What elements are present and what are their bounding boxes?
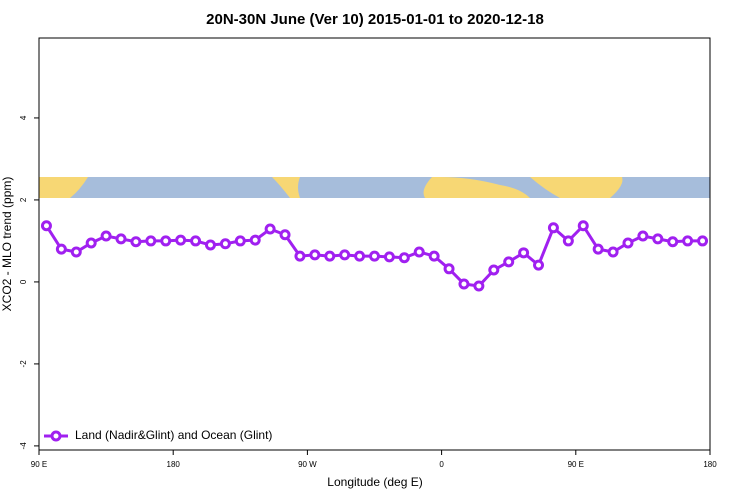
x-axis-label: Longitude (deg E) xyxy=(327,475,422,489)
data-point xyxy=(354,250,366,262)
data-point xyxy=(204,239,216,251)
x-tick-label: 180 xyxy=(703,460,717,469)
data-point xyxy=(637,230,649,242)
data-point xyxy=(652,233,664,245)
data-point xyxy=(234,235,246,247)
x-tick-label: 0 xyxy=(439,460,444,469)
data-point xyxy=(294,250,306,262)
data-point xyxy=(100,230,112,242)
data-point xyxy=(145,235,157,247)
data-point xyxy=(607,246,619,258)
y-axis-label: XCO2 - MLO trend (ppm) xyxy=(0,177,14,312)
data-point xyxy=(428,250,440,262)
data-point xyxy=(264,223,276,235)
data-point xyxy=(70,246,82,258)
data-point xyxy=(518,247,530,259)
y-tick-label: 4 xyxy=(19,115,28,120)
data-point xyxy=(279,229,291,241)
data-point xyxy=(324,250,336,262)
y-tick-label: -2 xyxy=(19,360,28,368)
data-point xyxy=(458,278,470,290)
data-point xyxy=(533,259,545,271)
data-point xyxy=(488,264,500,276)
x-tick-label: 90 W xyxy=(298,460,317,469)
data-point xyxy=(398,252,410,264)
data-point xyxy=(249,234,261,246)
x-tick-label: 90 E xyxy=(568,460,584,469)
y-tick-label: 2 xyxy=(19,197,28,202)
data-point xyxy=(383,251,395,263)
data-point xyxy=(219,238,231,250)
legend-marker xyxy=(50,430,62,442)
data-point xyxy=(309,249,321,261)
data-point xyxy=(55,243,67,255)
data-point xyxy=(667,236,679,248)
x-tick-label: 90 E xyxy=(31,460,47,469)
data-point xyxy=(413,246,425,258)
data-point xyxy=(562,235,574,247)
data-point xyxy=(547,222,559,234)
legend-label: Land (Nadir&Glint) and Ocean (Glint) xyxy=(75,428,272,442)
data-point xyxy=(190,235,202,247)
data-point xyxy=(339,249,351,261)
data-point xyxy=(40,220,52,232)
y-tick-label: 0 xyxy=(19,279,28,284)
x-tick-label: 180 xyxy=(167,460,181,469)
data-point xyxy=(369,250,380,262)
data-point xyxy=(85,237,97,249)
plot-frame xyxy=(38,37,711,451)
data-point xyxy=(503,256,515,268)
data-point xyxy=(443,263,455,275)
y-tick-label: -4 xyxy=(19,442,28,450)
data-point xyxy=(160,235,172,247)
map-strip xyxy=(39,177,710,198)
data-point xyxy=(175,234,187,246)
data-point xyxy=(682,235,694,247)
chart-title: 20N-30N June (Ver 10) 2015-01-01 to 2020… xyxy=(206,11,544,28)
data-point xyxy=(130,236,142,248)
data-point xyxy=(697,235,709,247)
data-point xyxy=(115,233,127,245)
data-point xyxy=(592,243,604,255)
data-point xyxy=(577,220,589,232)
data-point xyxy=(622,237,634,249)
data-point xyxy=(473,280,485,292)
